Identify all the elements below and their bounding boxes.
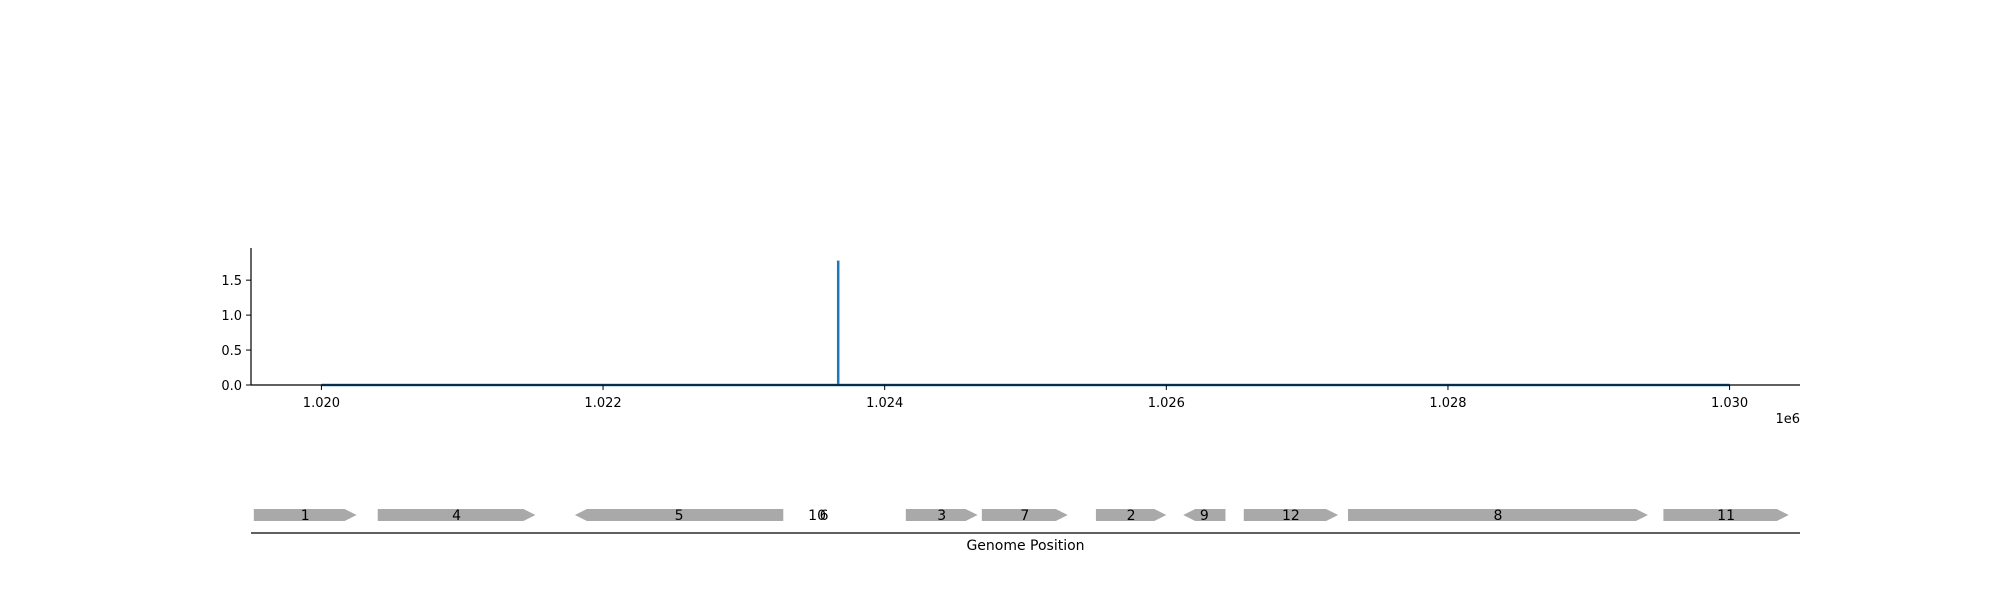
gene-label: 6 bbox=[820, 508, 829, 524]
gene-label: 5 bbox=[675, 508, 684, 524]
y-tick-label: 1.0 bbox=[221, 309, 242, 324]
gene-arrow bbox=[1347, 509, 1648, 521]
gene-arrow bbox=[1095, 509, 1167, 521]
gene-arrow bbox=[1663, 509, 1789, 521]
gene-arrow bbox=[981, 509, 1068, 521]
gene-label: 11 bbox=[1717, 508, 1735, 524]
gene-arrow bbox=[253, 509, 357, 521]
gene-label: 12 bbox=[1282, 508, 1300, 524]
gene-label: 7 bbox=[1020, 508, 1029, 524]
gene-arrow bbox=[574, 509, 784, 521]
gene-features: 1 4 5 106 3 7 2 9 12 8 11 bbox=[253, 508, 1789, 524]
gene-label: 1 bbox=[301, 508, 310, 524]
gene-arrow bbox=[905, 509, 978, 521]
x-tick-label: 1.024 bbox=[866, 396, 903, 411]
gene-label: 4 bbox=[452, 508, 461, 524]
x-axis-label: Genome Position bbox=[966, 538, 1084, 554]
gene-label: 8 bbox=[1493, 508, 1502, 524]
x-tick-label: 1.030 bbox=[1711, 396, 1748, 411]
gene-label: 10 bbox=[808, 508, 826, 524]
gene-arrow bbox=[1183, 509, 1226, 521]
x-tick-label: 1.020 bbox=[303, 396, 340, 411]
coverage-line bbox=[321, 260, 1730, 387]
x-tick-label: 1.026 bbox=[1148, 396, 1185, 411]
gene-label: 9 bbox=[1200, 508, 1209, 524]
coverage-series bbox=[321, 260, 1730, 387]
x-tick-label: 1.022 bbox=[584, 396, 621, 411]
y-tick-label: 0.0 bbox=[221, 379, 242, 394]
y-tick-label: 1.5 bbox=[221, 274, 242, 289]
x-axis-ticks: 1.020 1.022 1.024 1.026 1.028 1.030 bbox=[303, 385, 1748, 411]
y-tick-label: 0.5 bbox=[221, 344, 242, 359]
y-axis-ticks: 0.0 0.5 1.0 1.5 bbox=[221, 274, 251, 394]
coverage-plot: 1.020 1.022 1.024 1.026 1.028 1.030 0.0 0.5 1.0… bbox=[221, 248, 1800, 427]
gene-label: 3 bbox=[937, 508, 946, 524]
x-axis-offset-label: 1e6 bbox=[1775, 412, 1800, 427]
gene-label: 2 bbox=[1127, 508, 1136, 524]
gene-track: 1 4 5 106 3 7 2 9 12 8 11 Genome Position bbox=[251, 508, 1800, 554]
gene-arrow bbox=[377, 509, 536, 521]
x-tick-label: 1.028 bbox=[1429, 396, 1466, 411]
gene-arrow bbox=[1243, 509, 1339, 521]
